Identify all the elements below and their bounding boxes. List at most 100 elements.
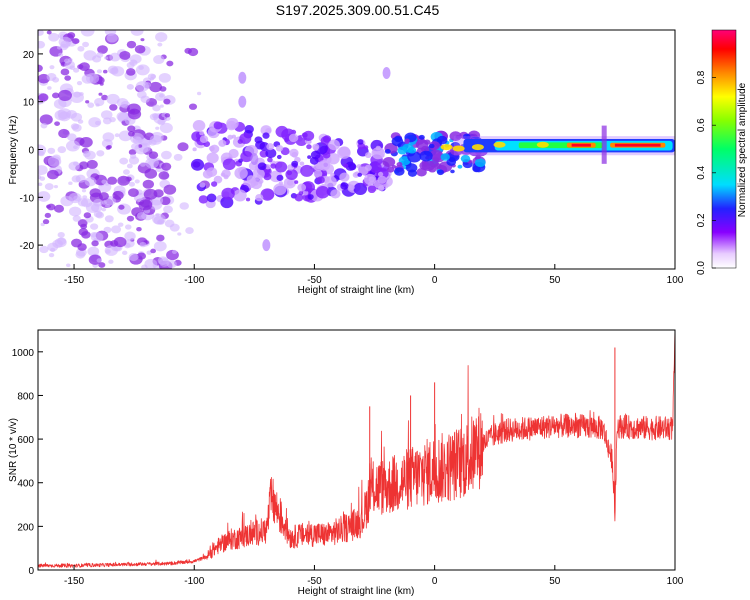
spectrogram-noise-blob	[100, 110, 113, 120]
spectrogram-noise-blob	[77, 45, 85, 52]
spectrogram-band-spot	[440, 144, 453, 151]
spectrogram-noise-blob	[124, 231, 136, 241]
spectrogram-cluster-blob	[265, 148, 277, 159]
spectrogram-x-tick-label: -50	[307, 275, 322, 286]
spectrogram-noise-blob	[56, 237, 67, 245]
spectrogram-noise-blob	[58, 128, 70, 139]
colorbar-frame	[711, 29, 737, 269]
spectrogram-cluster-blob	[343, 163, 349, 168]
spectrogram-cluster-blob	[312, 145, 319, 151]
spectrogram-noise-blob	[77, 198, 89, 207]
spectrogram-noise-blob	[58, 89, 72, 101]
spectrogram-noise-blob	[163, 205, 173, 214]
spectrogram-band-spot	[493, 141, 506, 148]
spectrogram-noise-blob	[73, 195, 81, 202]
spectrogram-noise-blob	[38, 175, 42, 180]
spectrogram-noise-blob	[58, 36, 72, 48]
spectrogram-cluster-blob	[192, 119, 206, 132]
spectrogram-cluster-blob	[250, 153, 259, 166]
spectrogram-noise-blob	[171, 249, 178, 254]
spectrogram-cluster-blob	[289, 148, 299, 158]
spectrogram-noise-blob	[188, 103, 198, 110]
spectrogram-noise-blob	[75, 174, 86, 183]
spectrogram-noise-blob	[48, 252, 55, 258]
spectrogram-noise-blob	[126, 40, 137, 49]
spectrogram-noise-blob	[76, 81, 83, 86]
spectrogram-cluster-blob	[276, 174, 284, 181]
spectrogram-cluster-blob	[364, 164, 372, 171]
spectrogram-cluster-blob	[356, 164, 362, 169]
spectrogram-noise-blob	[126, 68, 136, 76]
spectrogram-noise-blob	[47, 156, 62, 167]
spectrogram-noise-blob	[38, 151, 45, 157]
spectrogram-noise-blob	[98, 262, 106, 268]
spectrogram-noise-blob	[112, 190, 124, 200]
spectrogram-band-blob	[382, 156, 396, 168]
spectrogram-cluster-blob	[357, 142, 366, 150]
spectrogram-noise-blob	[128, 181, 136, 187]
spectrogram-noise-blob	[179, 202, 189, 210]
spectrogram-noise-blob	[78, 228, 89, 236]
spectrogram-cluster-blob	[234, 167, 248, 180]
spectrogram-noise-blob	[52, 77, 60, 83]
colorbar: 0.0 0.2 0.4 0.6 0.8 Normalized spectral ampl…	[696, 29, 748, 275]
spectrogram-x-tick-label: -100	[184, 275, 204, 286]
spectrogram-cluster-blob	[266, 143, 275, 151]
spectrogram-noise-blob	[166, 60, 174, 67]
spectrogram-cluster-blob	[382, 67, 391, 80]
spectrogram-cluster-blob	[357, 172, 363, 177]
spectrogram-noise-blob	[152, 104, 161, 112]
spectrogram-cluster-blob	[199, 130, 205, 136]
spectrogram-noise-blob	[53, 184, 59, 189]
spectrogram-noise-blob	[79, 92, 84, 96]
spectrogram-noise-blob	[122, 169, 130, 175]
spectrogram-noise-blob	[128, 253, 139, 262]
spectrogram-band-blob	[391, 136, 404, 147]
spectrogram-band-blob	[407, 169, 418, 177]
spectrogram-noise-blob	[140, 38, 145, 42]
spectrogram-noise-blob	[136, 226, 142, 232]
spectrogram-noise-blob	[136, 90, 147, 99]
spectrogram-cluster-blob	[250, 178, 263, 190]
spectrogram-cluster-blob	[218, 139, 227, 147]
spectrogram-noise-blob	[184, 47, 192, 54]
spectrogram-band-spot	[452, 145, 465, 152]
spectrogram-noise-blob	[98, 92, 103, 96]
snr-x-ticks: -150 -100 -50 0 50 100	[64, 565, 684, 587]
spectrogram-noise-blob	[73, 67, 80, 73]
snr-x-tick-label: -50	[307, 576, 322, 587]
spectrogram-noise-blob	[108, 259, 114, 264]
spectrogram-cluster-blob	[257, 162, 267, 171]
spectrogram-noise-blob	[54, 121, 60, 126]
spectrogram-noise-blob	[130, 30, 144, 36]
spectrogram-cluster-blob	[286, 179, 294, 186]
spectrogram-cluster-blob	[357, 139, 364, 145]
spectrogram-noise-blob	[83, 212, 92, 219]
spectrogram-noise-blob	[196, 91, 202, 96]
spectrogram-cluster-blob	[221, 187, 235, 200]
spectrogram-cluster-blob	[294, 180, 299, 184]
spectrogram-noise-blob	[107, 176, 118, 185]
spectrogram-noise-blob	[152, 113, 160, 119]
spectrogram-cluster-blob	[367, 185, 377, 194]
spectrogram-cluster-blob	[284, 138, 289, 142]
spectrogram-band-blob	[407, 146, 417, 154]
spectrogram-cluster-blob	[263, 173, 272, 181]
spectrogram-band-blob	[428, 143, 435, 149]
spectrogram-cluster-blob	[262, 239, 271, 252]
spectrogram-noise-blob	[89, 188, 102, 198]
spectrogram-noise-blob	[101, 179, 107, 185]
spectrogram-cluster-blob	[302, 130, 315, 142]
spectrogram-noise-blob	[95, 103, 100, 107]
spectrogram-noise-blob	[47, 147, 56, 154]
spectrogram-cluster-blob	[240, 150, 253, 163]
spectrogram-band-blob	[433, 162, 442, 170]
spectrogram-cluster-blob	[365, 152, 372, 159]
spectrogram-noise-blob	[156, 234, 165, 242]
spectrogram-noise-blob	[161, 162, 172, 171]
spectrogram-noise-blob	[98, 192, 109, 201]
snr-line	[38, 332, 675, 568]
spectrogram-y-tick-label: 10	[23, 98, 35, 109]
spectrogram-cluster-blob	[300, 164, 314, 177]
spectrogram-cluster-blob	[190, 158, 205, 171]
